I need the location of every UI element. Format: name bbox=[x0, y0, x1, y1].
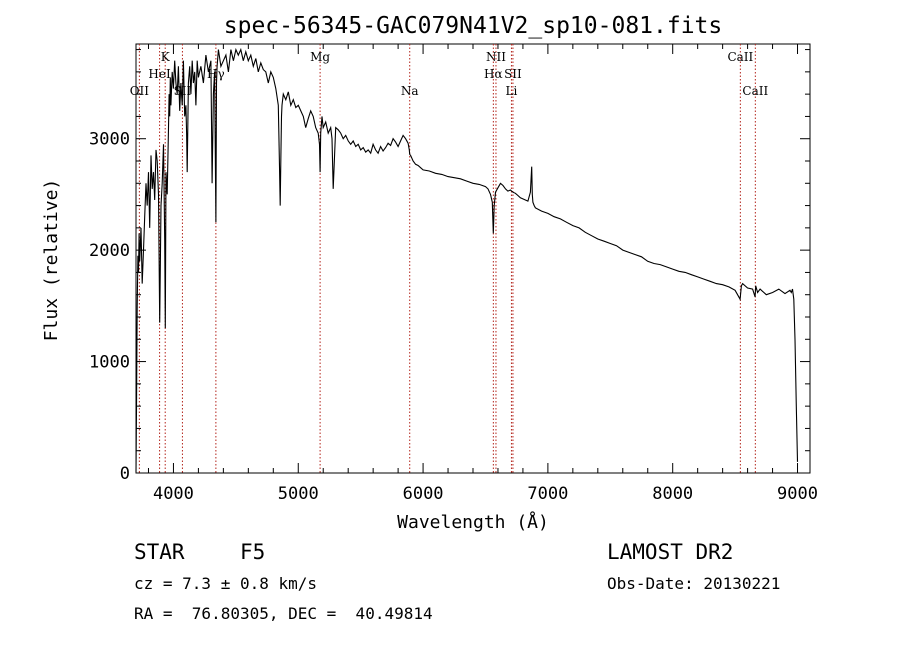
spectral-line-label: CaII bbox=[727, 50, 753, 64]
x-tick-label: 6000 bbox=[403, 484, 444, 504]
x-axis-label: Wavelength (Å) bbox=[397, 511, 549, 533]
axis-ticks: 4000 5000 6000 7000 8000 9000 0 1000 2000 3000 bbox=[89, 44, 818, 504]
spectral-line-label: Hα bbox=[484, 67, 503, 81]
chart-title: spec-56345-GAC079N41V2_sp10-081.fits bbox=[224, 13, 723, 39]
y-tick-label: 2000 bbox=[89, 241, 130, 261]
spectral-line-label: Mg bbox=[310, 50, 330, 64]
subclass: F5 bbox=[240, 540, 266, 564]
x-tick-label: 8000 bbox=[652, 484, 693, 504]
y-tick-label: 3000 bbox=[89, 130, 130, 150]
spectral-line-label: CaII bbox=[742, 84, 768, 98]
x-tick-label: 9000 bbox=[777, 484, 818, 504]
spectral-line-label: K bbox=[161, 50, 171, 64]
object-type: STAR bbox=[134, 540, 185, 564]
spectral-line-label: Na bbox=[401, 84, 419, 98]
y-tick-label: 0 bbox=[120, 464, 130, 484]
spectral-line-label: Hγ bbox=[207, 67, 225, 81]
y-tick-label: 1000 bbox=[89, 353, 130, 373]
x-tick-label: 5000 bbox=[278, 484, 319, 504]
spectral-line-label: HeI bbox=[148, 67, 171, 81]
x-tick-label: 4000 bbox=[153, 484, 194, 504]
y-axis-label: Flux (relative) bbox=[41, 179, 62, 342]
spectral-line-label: OII bbox=[130, 84, 150, 98]
spectrum-line bbox=[135, 47, 799, 472]
spectral-line-label: Li bbox=[506, 84, 518, 98]
spectral-line-label: SII bbox=[504, 67, 522, 81]
survey-name: LAMOST DR2 bbox=[607, 540, 734, 564]
coordinates-readout: RA = 76.80305, DEC = 40.49814 bbox=[134, 604, 433, 623]
plot-frame bbox=[135, 43, 811, 474]
redshift-readout: cz = 7.3 ± 0.8 km/s bbox=[134, 574, 318, 593]
spectral-line-label: NII bbox=[486, 50, 506, 64]
observation-date: Obs-Date: 20130221 bbox=[607, 574, 781, 593]
x-tick-label: 7000 bbox=[527, 484, 568, 504]
